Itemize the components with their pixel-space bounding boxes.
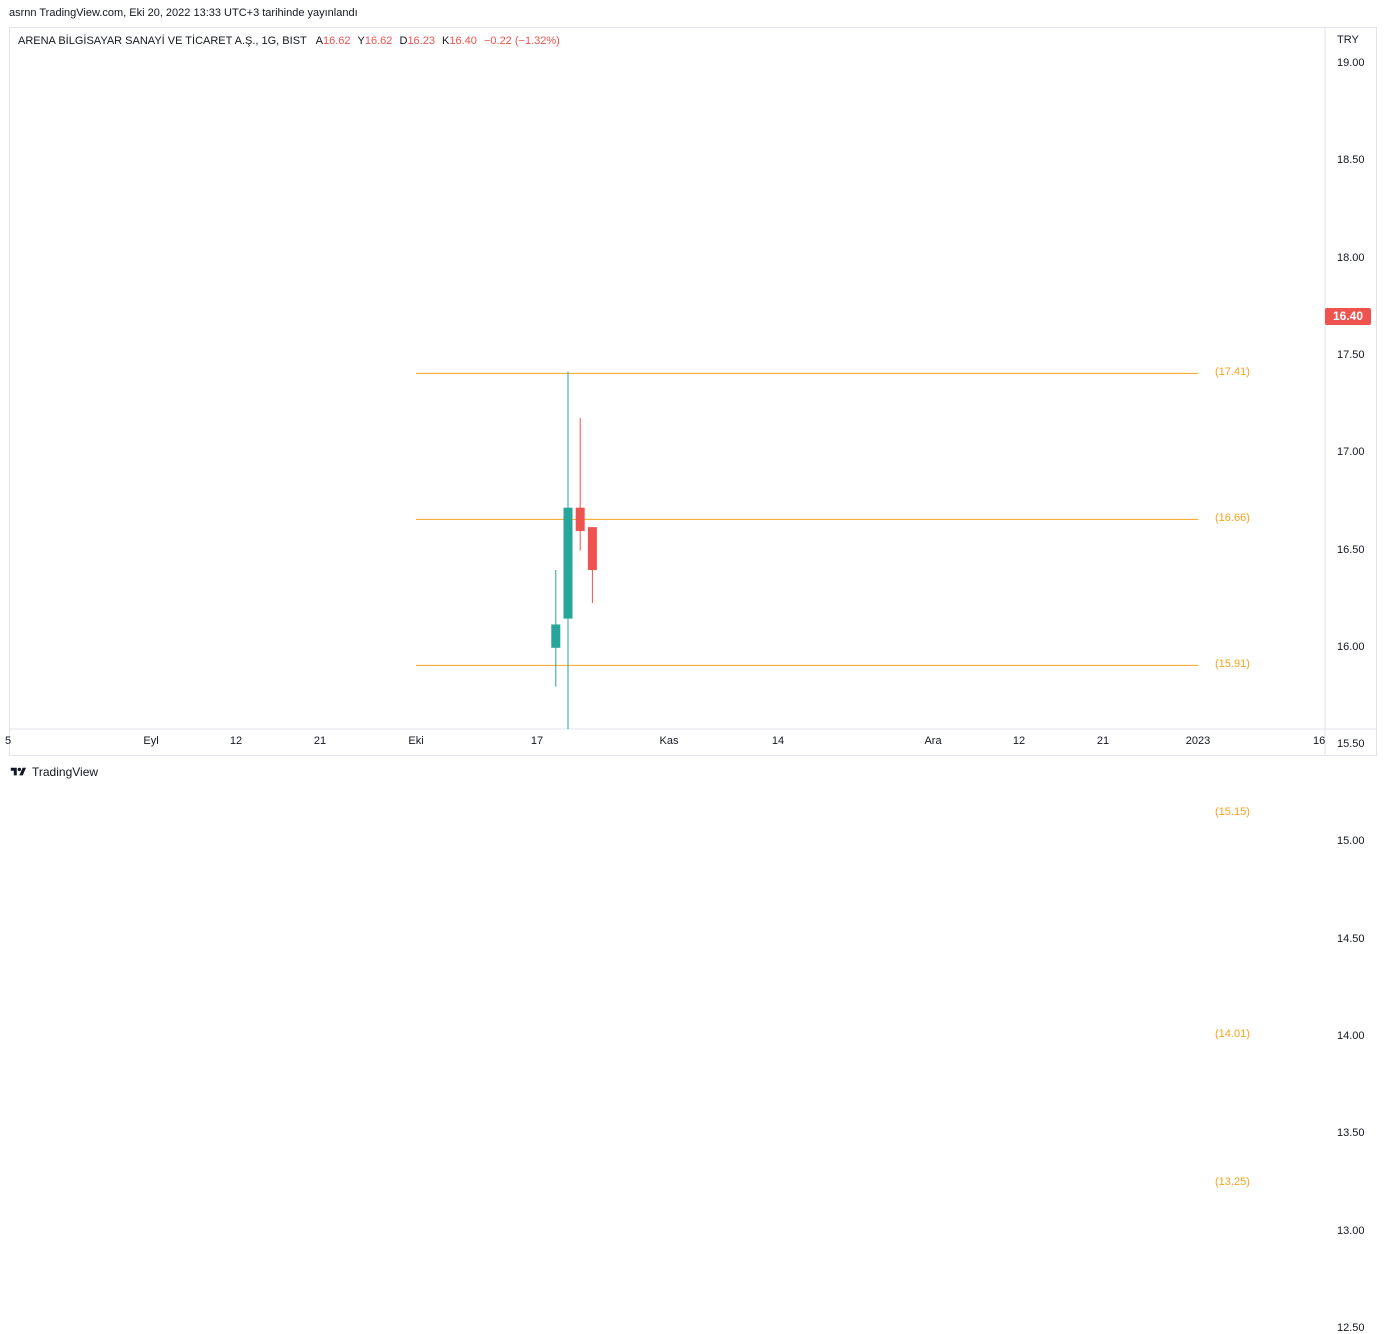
- price-axis-label: 14.00: [1337, 1030, 1365, 1042]
- change-value: −0.22 (−1.32%): [483, 35, 560, 47]
- candle-body: [575, 507, 585, 532]
- close-label: K: [442, 35, 450, 47]
- price-axis-label: 17.50: [1337, 348, 1365, 361]
- high-label: Y: [357, 35, 365, 47]
- tradingview-logo-icon: [10, 767, 26, 776]
- fib-level-label: (13.25): [1215, 1175, 1250, 1188]
- time-axis-label: 17: [530, 735, 544, 747]
- footer-brand: TradingView: [32, 765, 99, 779]
- time-axis-label: 14: [771, 735, 785, 747]
- time-axis-label: 12: [1012, 735, 1026, 747]
- fib-level-label: (15.91): [1215, 658, 1250, 671]
- open-label: A: [315, 35, 323, 47]
- high-value: 16.62: [364, 35, 393, 47]
- price-axis-label: 19.00: [1337, 57, 1365, 69]
- price-chart[interactable]: [0, 0, 1386, 791]
- time-axis-label: Kas: [659, 735, 679, 747]
- currency-label: TRY: [1337, 34, 1359, 46]
- time-axis-label: Ara: [924, 735, 942, 747]
- fib-level-label: (14.01): [1215, 1028, 1250, 1041]
- price-axis-label: 16.00: [1337, 640, 1365, 653]
- low-label: D: [399, 35, 408, 47]
- low-value: 16.23: [407, 35, 435, 47]
- time-axis-label: 12: [229, 735, 243, 747]
- fib-level-label: (17.41): [1215, 366, 1250, 379]
- price-axis-label: 13.50: [1337, 1127, 1365, 1140]
- symbol-info-line[interactable]: ARENA BİLGİSAYAR SANAYİ VE TİCARET A.Ş.,…: [18, 35, 560, 47]
- fib-level-label: (16.66): [1215, 512, 1250, 525]
- close-value: 16.40: [449, 35, 477, 47]
- price-axis-label: 18.00: [1337, 251, 1365, 264]
- open-value: 16.62: [322, 35, 351, 47]
- time-axis-label: 21: [313, 735, 327, 747]
- time-axis-label: 5: [5, 735, 12, 747]
- candle-body: [563, 507, 573, 619]
- price-axis-label: 12.50: [1337, 1321, 1365, 1334]
- footer[interactable]: TradingView: [10, 765, 98, 779]
- time-axis-label: Eyl: [143, 735, 159, 747]
- price-axis-label: 15.00: [1337, 835, 1365, 848]
- price-axis-label: 15.50: [1337, 738, 1365, 751]
- candle-body: [587, 527, 597, 570]
- price-axis-label: 16.50: [1337, 543, 1365, 556]
- time-axis-label: 2023: [1185, 735, 1211, 747]
- last-price-badge: 16.40: [1325, 308, 1371, 325]
- price-axis-label: 13.00: [1337, 1224, 1365, 1237]
- published-header: asrnn TradingView.com, Eki 20, 2022 13:3…: [9, 7, 358, 19]
- candle-body: [551, 624, 561, 648]
- time-axis-label: 16: [1313, 735, 1326, 747]
- time-axis-label: 21: [1096, 735, 1110, 747]
- chart-frame[interactable]: [9, 27, 1377, 756]
- price-axis-label: 17.00: [1337, 446, 1365, 459]
- time-axis-label: Eki: [408, 735, 424, 747]
- symbol-name: ARENA BİLGİSAYAR SANAYİ VE TİCARET A.Ş.,…: [18, 35, 307, 47]
- price-axis-label: 14.50: [1337, 932, 1365, 945]
- fib-level-label: (15.15): [1215, 806, 1250, 819]
- price-axis-label: 18.50: [1337, 154, 1365, 167]
